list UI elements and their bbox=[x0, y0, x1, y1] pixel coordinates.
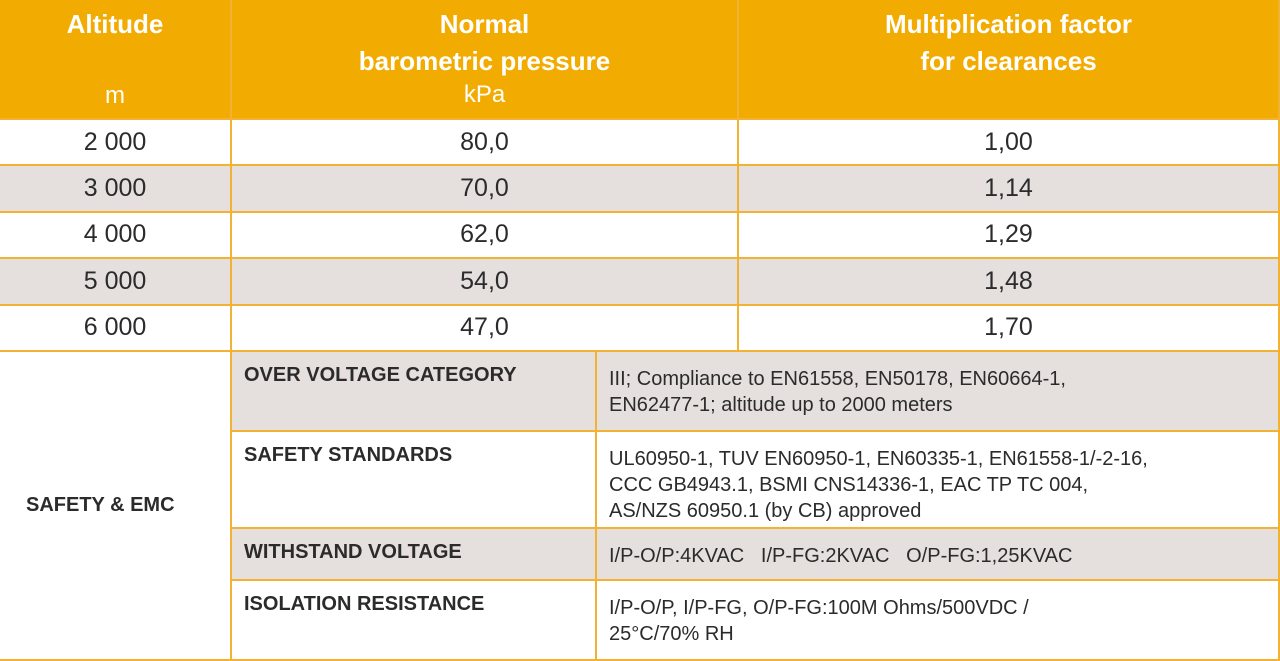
table-cell: 6 000 bbox=[0, 305, 232, 352]
spec-value: III; Compliance to EN61558, EN50178, EN6… bbox=[597, 352, 1280, 432]
section-label: SAFETY & EMC bbox=[0, 352, 232, 661]
spec-value-line: I/P-O/P:4KVAC I/P-FG:2KVAC O/P-FG:1,25KV… bbox=[609, 545, 1073, 567]
table-cell: 1,14 bbox=[739, 166, 1280, 213]
table-cell: 47,0 bbox=[232, 305, 739, 352]
table-cell: 1,29 bbox=[739, 212, 1280, 260]
table-cell: 70,0 bbox=[232, 166, 739, 213]
spec-value: I/P-O/P, I/P-FG, O/P-FG:100M Ohms/500VDC… bbox=[597, 581, 1280, 661]
header-cell: Normal barometric pressure kPa bbox=[232, 0, 739, 120]
spec-value-line: III; Compliance to EN61558, EN50178, EN6… bbox=[609, 368, 1066, 390]
header-title: Multiplication factor bbox=[885, 9, 1132, 39]
header-unit: m bbox=[105, 82, 125, 109]
header-title: barometric pressure bbox=[358, 46, 611, 76]
header-cell: Altitude m bbox=[0, 0, 232, 120]
spec-label: SAFETY STANDARDS bbox=[232, 432, 597, 529]
spec-value-line: CCC GB4943.1, BSMI CNS14336-1, EAC TP TC… bbox=[609, 474, 1089, 496]
header-cell: Multiplication factor for clearances bbox=[739, 0, 1280, 120]
table-cell: 1,00 bbox=[739, 120, 1280, 167]
header-unit: kPa bbox=[463, 81, 506, 108]
table-cell: 2 000 bbox=[0, 120, 232, 167]
table-cell: 1,48 bbox=[739, 259, 1280, 306]
table-cell: 5 000 bbox=[0, 259, 232, 306]
spec-label: WITHSTAND VOLTAGE bbox=[232, 529, 597, 581]
spec-value-line: AS/NZS 60950.1 (by CB) approved bbox=[609, 500, 922, 522]
spec-label: ISOLATION RESISTANCE bbox=[232, 581, 597, 661]
spec-value: I/P-O/P:4KVAC I/P-FG:2KVAC O/P-FG:1,25KV… bbox=[597, 529, 1280, 581]
spec-value-line: I/P-O/P, I/P-FG, O/P-FG:100M Ohms/500VDC… bbox=[609, 597, 1029, 619]
spec-value-line: UL60950-1, TUV EN60950-1, EN60335-1, EN6… bbox=[609, 448, 1148, 470]
table-cell: 54,0 bbox=[232, 259, 739, 306]
table-cell: 1,70 bbox=[739, 305, 1280, 352]
table-cell: 62,0 bbox=[232, 212, 739, 260]
table-cell: 3 000 bbox=[0, 166, 232, 213]
spec-value: UL60950-1, TUV EN60950-1, EN60335-1, EN6… bbox=[597, 432, 1280, 529]
header-title: Normal bbox=[439, 9, 530, 39]
header-title: Altitude bbox=[66, 9, 164, 39]
spec-value-line: EN62477-1; altitude up to 2000 meters bbox=[609, 394, 953, 416]
table-cell: 80,0 bbox=[232, 120, 739, 167]
spec-value-line: 25°C/70% RH bbox=[609, 623, 734, 645]
table-cell: 4 000 bbox=[0, 212, 232, 260]
spec-label: OVER VOLTAGE CATEGORY bbox=[232, 352, 597, 432]
header-title: for clearances bbox=[920, 46, 1097, 76]
